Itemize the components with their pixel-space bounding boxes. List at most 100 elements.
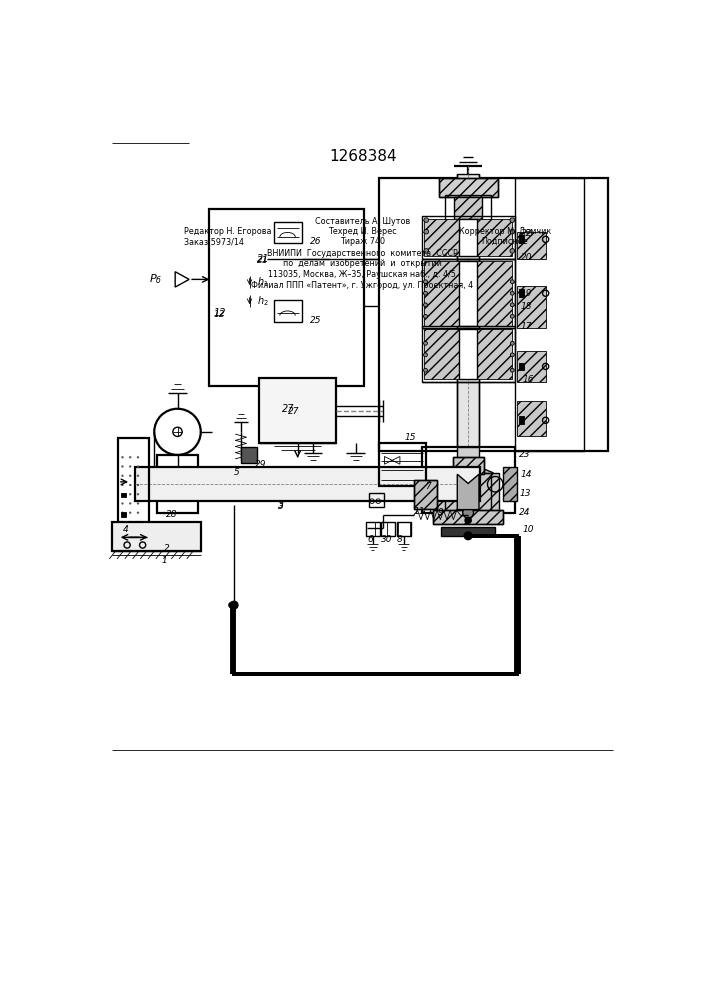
Circle shape — [137, 456, 139, 458]
Circle shape — [510, 229, 515, 234]
Bar — [156, 455, 199, 513]
Circle shape — [423, 291, 428, 295]
Text: 22: 22 — [521, 229, 532, 238]
Circle shape — [423, 314, 428, 318]
Text: 1: 1 — [162, 556, 168, 565]
Text: по  делам  изобретений  и  открытий: по делам изобретений и открытий — [283, 259, 442, 268]
Bar — [438, 178, 498, 197]
Text: ВНИИПИ  Государственного  комитета  СССР: ВНИИПИ Государственного комитета СССР — [267, 249, 457, 258]
Bar — [424, 329, 459, 379]
Bar — [421, 259, 515, 328]
Bar — [477, 219, 513, 256]
Circle shape — [464, 532, 472, 540]
Bar — [379, 443, 426, 486]
Text: 28: 28 — [166, 510, 177, 519]
Bar — [121, 493, 126, 497]
Text: 7: 7 — [425, 482, 431, 491]
Bar — [369, 493, 385, 507]
Text: 10: 10 — [522, 525, 534, 534]
Text: 26: 26 — [310, 237, 322, 246]
Circle shape — [510, 353, 514, 357]
Circle shape — [129, 512, 132, 514]
Text: 9: 9 — [437, 508, 443, 517]
Bar — [517, 232, 547, 259]
Text: 30: 30 — [381, 535, 393, 544]
Text: 17: 17 — [521, 322, 532, 331]
Circle shape — [230, 601, 238, 609]
Circle shape — [510, 303, 514, 307]
Circle shape — [129, 521, 132, 523]
Circle shape — [137, 502, 139, 505]
Circle shape — [129, 475, 132, 477]
Circle shape — [510, 341, 514, 345]
Bar — [517, 351, 547, 382]
Circle shape — [129, 502, 132, 505]
Text: 113035, Москва, Ж–35, Раушская наб., д. 4/5: 113035, Москва, Ж–35, Раушская наб., д. … — [269, 270, 456, 279]
Bar — [517, 286, 547, 328]
Bar — [459, 261, 477, 326]
Text: 11: 11 — [414, 507, 426, 516]
Text: 20: 20 — [521, 253, 532, 262]
Circle shape — [510, 368, 514, 372]
Text: Тираж 740: Тираж 740 — [340, 237, 385, 246]
Bar — [477, 261, 513, 326]
Bar — [135, 466, 480, 501]
Circle shape — [424, 249, 428, 253]
Text: 19: 19 — [521, 289, 532, 298]
Bar — [519, 363, 524, 370]
Bar — [519, 289, 524, 297]
Circle shape — [465, 533, 472, 539]
Text: 3: 3 — [279, 502, 284, 511]
Bar — [452, 457, 484, 474]
Text: $h_1$: $h_1$ — [257, 275, 269, 289]
Circle shape — [137, 484, 139, 486]
Bar — [445, 195, 491, 220]
Circle shape — [137, 475, 139, 477]
Circle shape — [122, 512, 124, 514]
Text: 23: 23 — [519, 450, 531, 459]
Polygon shape — [457, 474, 479, 510]
Text: 29: 29 — [255, 460, 267, 469]
Bar — [459, 219, 477, 256]
Text: 25: 25 — [310, 316, 322, 325]
Text: Филиал ППП «Патент», г. Ужгород, ул. Проектная, 4: Филиал ППП «Патент», г. Ужгород, ул. Про… — [251, 281, 474, 290]
Bar — [477, 329, 513, 379]
Bar — [121, 512, 126, 517]
Bar — [441, 527, 495, 536]
Text: Техред И. Верес: Техред И. Верес — [328, 227, 397, 236]
Bar — [209, 209, 363, 386]
Circle shape — [122, 465, 124, 468]
Circle shape — [510, 280, 514, 284]
Text: 13: 13 — [519, 489, 531, 498]
Bar — [274, 222, 301, 243]
Bar — [421, 447, 515, 513]
Bar — [457, 447, 479, 459]
Circle shape — [424, 218, 428, 222]
Bar — [421, 326, 515, 382]
Text: 5: 5 — [234, 468, 240, 477]
Bar — [118, 438, 149, 527]
Text: 1268384: 1268384 — [329, 149, 397, 164]
Bar — [515, 178, 585, 451]
Polygon shape — [480, 467, 493, 501]
Text: 4: 4 — [122, 525, 128, 534]
Circle shape — [122, 456, 124, 458]
Circle shape — [129, 493, 132, 495]
Circle shape — [122, 521, 124, 523]
Circle shape — [465, 517, 472, 523]
Text: Составитель А. Шутов: Составитель А. Шутов — [315, 217, 410, 226]
Text: 2: 2 — [164, 544, 170, 553]
Text: Подписное: Подписное — [481, 237, 528, 246]
Bar — [445, 473, 491, 511]
Text: 16: 16 — [522, 375, 534, 384]
Circle shape — [122, 475, 124, 477]
Bar — [452, 457, 484, 474]
Text: $h_2$: $h_2$ — [257, 294, 269, 308]
Circle shape — [424, 229, 428, 234]
Circle shape — [423, 368, 428, 372]
Text: 27: 27 — [288, 407, 300, 416]
Bar — [259, 378, 337, 443]
Circle shape — [510, 314, 514, 318]
Bar — [459, 329, 477, 379]
Bar — [112, 522, 201, 551]
